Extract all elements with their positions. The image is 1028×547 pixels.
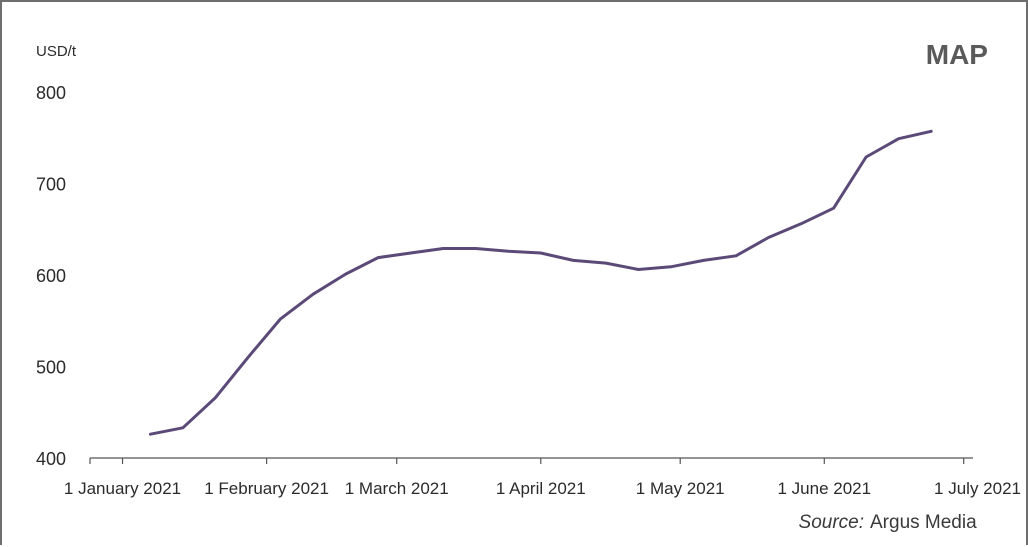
data-point [474, 247, 477, 250]
data-point [279, 317, 282, 321]
y-axis-ticks: 400 500 600 700 800 [36, 83, 66, 469]
data-point [604, 261, 608, 265]
data-point [507, 250, 510, 253]
data-point [246, 356, 250, 359]
data-point [767, 236, 770, 239]
y-axis-unit: USD/t [36, 43, 77, 60]
y-tick-label: 800 [36, 83, 66, 103]
data-point [214, 396, 217, 399]
x-tick-label: 1 June 2021 [777, 479, 871, 498]
data-point [734, 254, 738, 257]
data-point [897, 137, 900, 140]
series-line [148, 129, 933, 436]
x-axis-ticks: 1 January 2021 1 February 2021 1 March 202… [64, 458, 1021, 498]
data-point [311, 293, 315, 296]
data-point [409, 251, 412, 255]
data-point [864, 155, 868, 159]
y-tick-label: 400 [36, 449, 66, 469]
data-point [181, 426, 185, 429]
y-tick-label: 600 [36, 266, 66, 286]
y-tick-label: 500 [36, 358, 66, 378]
x-tick-label: 1 April 2021 [496, 479, 586, 498]
x-tick-label: 1 May 2021 [636, 479, 725, 498]
data-point [930, 130, 933, 133]
chart-title: MAP [926, 39, 988, 70]
x-tick-label: 1 January 2021 [64, 479, 181, 498]
data-point [702, 259, 705, 262]
source-value: Argus Media [870, 512, 977, 533]
x-tick-label: 1 July 2021 [934, 479, 1021, 498]
data-point [149, 433, 152, 436]
data-point [539, 251, 542, 255]
series-group [148, 129, 933, 436]
source-label: Source: [799, 512, 864, 533]
data-point [637, 268, 640, 271]
data-point [832, 207, 835, 210]
data-point [376, 256, 380, 259]
data-point [799, 222, 803, 225]
y-tick-label: 700 [36, 175, 66, 195]
data-point [344, 272, 347, 276]
data-point [442, 247, 445, 250]
data-point [572, 259, 575, 262]
x-tick-label: 1 March 2021 [345, 479, 449, 498]
x-tick-label: 1 February 2021 [204, 479, 329, 498]
data-point [669, 265, 673, 268]
